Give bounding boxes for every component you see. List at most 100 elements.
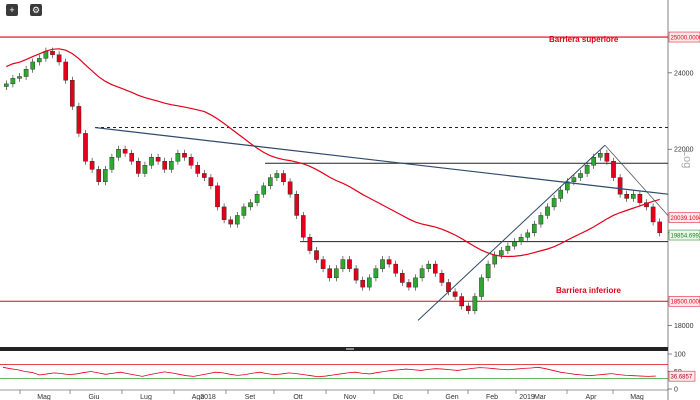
candle-body	[360, 279, 366, 288]
candle-body	[17, 76, 22, 79]
candle-body	[261, 185, 267, 195]
candle-body	[201, 173, 207, 178]
month-label: Mag	[630, 394, 644, 400]
crosshair-icon[interactable]: +	[6, 4, 18, 16]
settings-icon[interactable]: ⚙	[30, 4, 42, 16]
candle-body	[109, 157, 115, 170]
rsi-value-tag: 36.6857	[671, 375, 693, 381]
candle-body	[584, 165, 590, 174]
lower-barrier-tag: 18500.0000	[671, 300, 700, 306]
candle-body	[3, 83, 9, 87]
candle-body	[558, 189, 564, 199]
candle-body	[591, 157, 597, 166]
candle-body	[76, 106, 82, 134]
month-label: Mar	[534, 394, 547, 400]
y-tick-label: 18000	[674, 323, 694, 330]
y-axis: 1800020000220002400025000.000018500.0000…	[667, 0, 700, 400]
candle-body	[287, 181, 293, 195]
candle-body	[531, 223, 537, 234]
candle-body	[485, 263, 491, 279]
rsi-value-box	[668, 370, 696, 382]
candle-body	[459, 296, 465, 307]
candle-body	[96, 169, 102, 182]
candle-body	[406, 282, 412, 288]
candle-body	[116, 149, 121, 158]
candle-body	[215, 185, 220, 208]
candle-body	[221, 206, 227, 220]
candle-body	[234, 215, 240, 225]
candle-body	[63, 61, 69, 81]
candle-body	[650, 206, 656, 223]
candle-body	[498, 250, 504, 256]
divider-grip-icon[interactable]	[346, 348, 354, 350]
candle-body	[320, 259, 326, 269]
candle-body	[274, 173, 280, 178]
candle-body	[399, 273, 405, 283]
candle-body	[479, 277, 484, 297]
candle-body	[327, 268, 333, 279]
candle-body	[617, 177, 623, 195]
month-label: Nov	[344, 394, 357, 400]
candle-body	[505, 245, 511, 251]
rsi-panel: 05010036.6857	[0, 352, 696, 394]
candle-body	[393, 263, 399, 274]
candle-body	[347, 259, 352, 269]
candle-body	[56, 54, 62, 63]
candle-body	[380, 259, 385, 269]
moving-average-line	[6, 48, 660, 258]
candle-body	[155, 157, 161, 162]
candle-body	[465, 305, 471, 311]
candle-body	[254, 194, 260, 203]
candle-body	[36, 58, 42, 63]
candle-body	[366, 277, 372, 288]
log-scale-label: Log	[681, 150, 693, 168]
candle-body	[413, 277, 418, 288]
y-tick-label: 22000	[674, 147, 694, 154]
candle-body	[353, 268, 359, 281]
candle-body	[512, 241, 517, 247]
candle-body	[300, 215, 306, 238]
month-label: Ago	[192, 394, 205, 400]
month-label: Feb	[486, 394, 498, 400]
ma-value-tag: 20039.1094	[671, 216, 700, 222]
lower-barrier-tag-box	[668, 295, 700, 307]
candle-body	[472, 296, 478, 311]
candle-body	[657, 221, 663, 234]
year-label: 2018	[200, 394, 216, 400]
candle-body	[83, 133, 88, 162]
panel-divider[interactable]	[0, 347, 668, 351]
candle-body	[538, 215, 544, 225]
annotation-barriera-inferiore: Barriera inferiore	[556, 286, 621, 295]
candle-body	[564, 181, 570, 191]
candle-body	[188, 157, 194, 166]
candle-body	[419, 268, 425, 279]
year-label: 2019	[519, 394, 535, 400]
candle-body	[149, 157, 154, 166]
candle-body	[439, 273, 445, 283]
candle-body	[195, 165, 201, 174]
month-label: Set	[245, 394, 256, 400]
candle-body	[23, 69, 29, 77]
candle-body	[142, 165, 148, 174]
candle-body	[492, 254, 498, 265]
candle-body	[69, 79, 75, 107]
candle-body	[630, 194, 636, 199]
candle-body	[129, 152, 135, 162]
candle-body	[333, 268, 339, 279]
month-label: Mag	[37, 394, 51, 400]
candle-body	[525, 232, 531, 238]
overlays	[6, 48, 669, 321]
candle-body	[168, 161, 174, 170]
chart-toolbar: + ⚙	[0, 0, 60, 20]
candle-body	[571, 177, 577, 182]
candle-body	[578, 173, 583, 178]
candle-body	[340, 259, 346, 269]
month-label: Lug	[140, 394, 152, 400]
candle-body	[162, 161, 168, 170]
candle-body	[30, 61, 36, 70]
descending-trendline	[94, 126, 669, 195]
month-label: Dic	[393, 394, 404, 400]
reference-lines	[0, 36, 668, 302]
rsi-tick-label: 0	[674, 387, 678, 394]
